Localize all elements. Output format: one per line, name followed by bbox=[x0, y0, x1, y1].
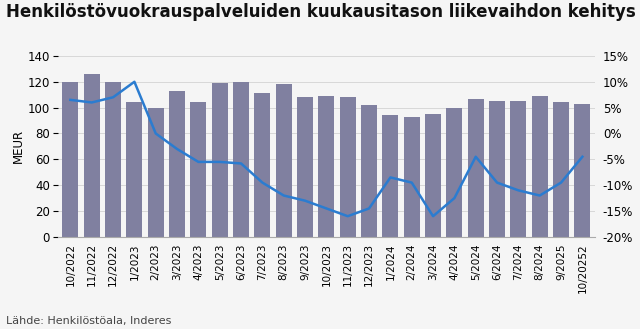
Bar bbox=[425, 114, 441, 237]
Y-axis label: MEUR: MEUR bbox=[12, 129, 25, 164]
Bar bbox=[532, 96, 548, 237]
Bar bbox=[297, 97, 313, 237]
Bar bbox=[254, 93, 270, 237]
Bar bbox=[276, 84, 292, 237]
Text: Henkilöstövuokrauspalveluiden kuukausitason liikevaihdon kehitys: Henkilöstövuokrauspalveluiden kuukausita… bbox=[6, 3, 636, 21]
Bar bbox=[169, 91, 185, 237]
Text: Lähde: Henkilöstöala, Inderes: Lähde: Henkilöstöala, Inderes bbox=[6, 316, 172, 326]
Bar bbox=[468, 99, 484, 237]
Bar bbox=[126, 102, 142, 237]
Bar bbox=[84, 74, 100, 237]
Bar bbox=[553, 102, 569, 237]
Bar bbox=[233, 82, 249, 237]
Bar bbox=[510, 101, 526, 237]
Bar bbox=[62, 82, 78, 237]
Bar bbox=[212, 83, 228, 237]
Bar bbox=[382, 115, 398, 237]
Bar bbox=[191, 102, 206, 237]
Bar bbox=[148, 108, 164, 237]
Bar bbox=[105, 82, 121, 237]
Bar bbox=[574, 104, 590, 237]
Bar bbox=[404, 117, 420, 237]
Bar bbox=[489, 101, 505, 237]
Bar bbox=[361, 105, 377, 237]
Bar bbox=[446, 108, 462, 237]
Bar bbox=[340, 97, 356, 237]
Bar bbox=[318, 96, 334, 237]
